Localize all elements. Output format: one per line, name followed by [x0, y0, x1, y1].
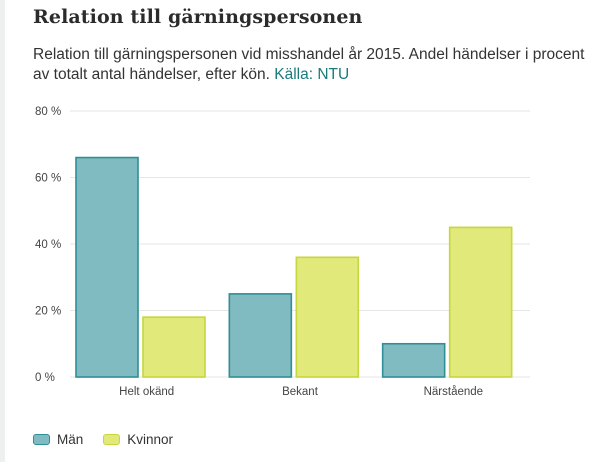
legend-item-kvinnor[interactable]: Kvinnor	[103, 432, 173, 447]
bar-kvinnor[interactable]	[448, 226, 513, 378]
legend-item-man[interactable]: Män	[33, 432, 83, 447]
chart-subtitle: Relation till gärningspersonen vid missh…	[33, 45, 593, 85]
legend-swatch-man	[33, 434, 50, 445]
x-tick-label: Närstående	[424, 386, 483, 398]
bar-man[interactable]	[228, 293, 293, 378]
chart-legend: Män Kvinnor	[33, 432, 173, 447]
legend-swatch-kvinnor	[103, 434, 121, 445]
bar-kvinnor[interactable]	[142, 316, 206, 378]
y-tick-label: 60 %	[35, 173, 61, 185]
bar-kvinnor[interactable]	[295, 256, 360, 378]
legend-label-kvinnor: Kvinnor	[127, 432, 174, 447]
x-tick-label: Bekant	[282, 386, 319, 398]
y-tick-label: 80 %	[35, 106, 61, 118]
bar-man[interactable]	[381, 342, 446, 378]
subtitle-text: Relation till gärningspersonen vid missh…	[33, 46, 585, 83]
x-tick-label: Helt okänd	[119, 386, 174, 398]
bars-layer	[75, 156, 513, 378]
bar-man[interactable]	[75, 156, 139, 378]
page-title: Relation till gärningspersonen	[33, 6, 363, 28]
y-tick-label: 40 %	[35, 239, 61, 251]
legend-label-man: Män	[57, 432, 84, 447]
labels-layer: 0 % 20 % 40 % 60 % 80 % Helt okänd Bekant Närst…	[35, 106, 483, 398]
left-border	[0, 0, 5, 462]
y-tick-label: 0 %	[35, 372, 55, 384]
y-tick-label: 20 %	[35, 306, 61, 318]
source-link[interactable]: Källa: NTU	[274, 66, 350, 83]
